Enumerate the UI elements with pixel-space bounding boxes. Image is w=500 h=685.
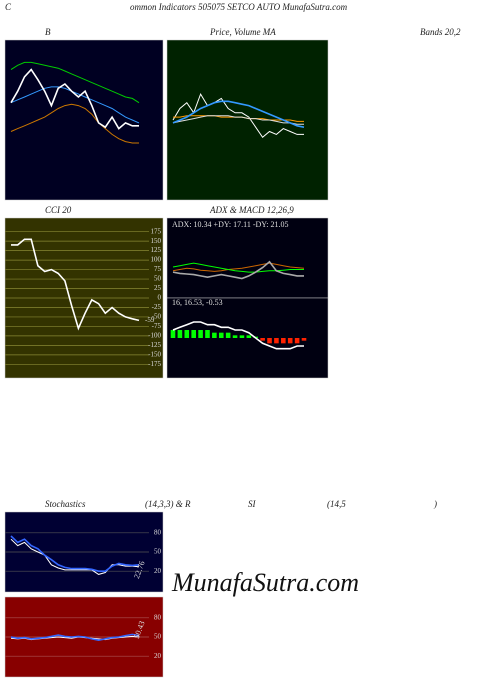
y-tick-label: 0 [158, 294, 162, 302]
series-line [172, 100, 305, 128]
histogram-bar [246, 335, 252, 338]
y-tick-label: -50 [152, 313, 162, 321]
histogram-bar [184, 330, 190, 338]
y-tick-label: 175 [151, 227, 162, 235]
series-line [172, 92, 304, 139]
histogram-bar [225, 332, 231, 338]
histogram-bar [232, 335, 238, 338]
series-line [10, 633, 140, 642]
y-tick-label: 80 [154, 613, 162, 621]
histogram-bar [294, 338, 300, 344]
y-tick-label: -150 [148, 350, 161, 358]
series-line [172, 262, 304, 273]
watermark: MunafaSutra.com [171, 568, 359, 597]
last-value: -59 [145, 316, 155, 324]
y-tick-label: 125 [151, 246, 162, 254]
histogram-bar [287, 338, 293, 344]
histogram-bar [274, 338, 279, 344]
y-tick-label: 100 [151, 256, 162, 264]
series-line [10, 86, 140, 124]
series-line [10, 68, 139, 130]
y-tick-label: -25 [152, 303, 162, 311]
histogram-bar [260, 338, 265, 341]
panel-title: CCI 20 [45, 205, 72, 215]
series-line [10, 61, 140, 104]
stoch-title: ) [433, 499, 437, 509]
panel-label: ADX: 10.34 +DY: 17.11 -DY: 21.05 [172, 220, 289, 229]
stoch-title: Stochastics [45, 499, 86, 509]
y-tick-label: 50 [154, 633, 162, 641]
bands-label: Bands 20,2 [420, 27, 461, 37]
series-line [10, 535, 140, 572]
histogram-bar [239, 335, 245, 338]
stoch-title: (14,5 [327, 499, 346, 509]
y-tick-label: 20 [154, 567, 162, 575]
series-line [172, 260, 304, 280]
histogram-bar [205, 330, 210, 338]
series-line [172, 262, 305, 272]
panel-title: Price, Volume MA [209, 27, 276, 37]
y-tick-label: 25 [154, 284, 162, 292]
series-line [10, 103, 139, 144]
stoch-title: (14,3,3) & R [145, 499, 191, 509]
panel [4, 39, 164, 201]
series-line [172, 115, 304, 125]
series-line [10, 538, 140, 575]
y-tick-label: -100 [148, 332, 161, 340]
stoch-title: SI [248, 499, 257, 509]
histogram-bar [281, 338, 286, 344]
y-tick-label: 20 [154, 652, 162, 660]
panel-title: B [45, 27, 51, 37]
header: ommon Indicators 505075 SETCO AUTO Munaf… [130, 2, 348, 12]
y-tick-label: 50 [154, 275, 162, 283]
histogram-bar [198, 330, 203, 338]
header-first: C [5, 2, 12, 12]
histogram-bar [177, 330, 183, 338]
panel [166, 39, 329, 201]
y-tick-label: 50 [154, 548, 162, 556]
series-line [11, 238, 140, 331]
panel-title: ADX & MACD 12,26,9 [209, 205, 294, 215]
y-tick-label: 150 [151, 237, 162, 245]
y-tick-label: -175 [148, 360, 161, 368]
y-tick-label: -75 [152, 322, 162, 330]
y-tick-label: 80 [154, 528, 162, 536]
histogram-bar [191, 330, 196, 338]
histogram-bar [301, 338, 307, 341]
panel-label: 16, 16.53, -0.53 [172, 298, 223, 307]
histogram-bar [212, 332, 217, 338]
y-tick-label: 75 [154, 265, 162, 273]
series-line [172, 321, 304, 350]
y-tick-label: -125 [148, 341, 161, 349]
histogram-bar [218, 332, 224, 338]
histogram-bar [170, 330, 176, 338]
panel [166, 217, 329, 299]
histogram-bar [267, 338, 272, 344]
